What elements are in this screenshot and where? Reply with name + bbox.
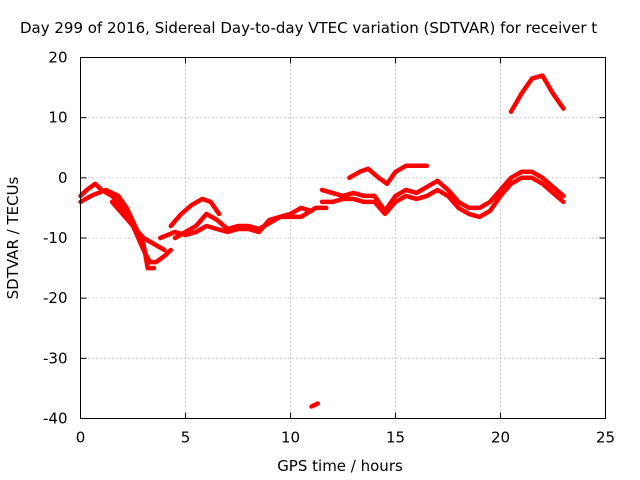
series-track-5 <box>172 205 314 241</box>
series-track-7 <box>319 169 566 214</box>
y-tick-label: -40 <box>43 410 68 428</box>
y-tick-label: -30 <box>43 349 68 367</box>
plot-frame <box>80 57 606 419</box>
x-tick-label: 10 <box>281 429 300 447</box>
x-tick-label: 5 <box>181 429 191 447</box>
series-track-2 <box>78 187 157 271</box>
y-tick-label: -20 <box>43 289 68 307</box>
y-axis-label: SDTVAR / TECUs <box>4 176 22 299</box>
series-track-10 <box>508 73 566 114</box>
series-layer <box>78 73 566 409</box>
y-tick-label: 0 <box>58 169 68 187</box>
x-axis-label: GPS time / hours <box>277 457 403 475</box>
series-track-11 <box>309 401 321 409</box>
x-tick-label: 0 <box>76 429 86 447</box>
series-track-3 <box>109 199 167 253</box>
axis-ticks: 0 5 10 15 20 25 -40 -30 -20 -10 0 10 20 <box>43 49 615 447</box>
x-tick-label: 20 <box>491 429 510 447</box>
series-track-9 <box>347 163 430 187</box>
series-track-8 <box>319 175 566 220</box>
grid <box>80 57 606 419</box>
chart-title: Day 299 of 2016, Sidereal Day-to-day VTE… <box>20 19 597 37</box>
x-tick-label: 25 <box>596 429 615 447</box>
y-tick-label: 20 <box>48 49 67 67</box>
y-tick-label: -10 <box>43 229 68 247</box>
x-tick-label: 15 <box>386 429 405 447</box>
series-track-6 <box>158 205 329 241</box>
y-tick-label: 10 <box>48 109 67 127</box>
series-track-4 <box>168 196 222 229</box>
